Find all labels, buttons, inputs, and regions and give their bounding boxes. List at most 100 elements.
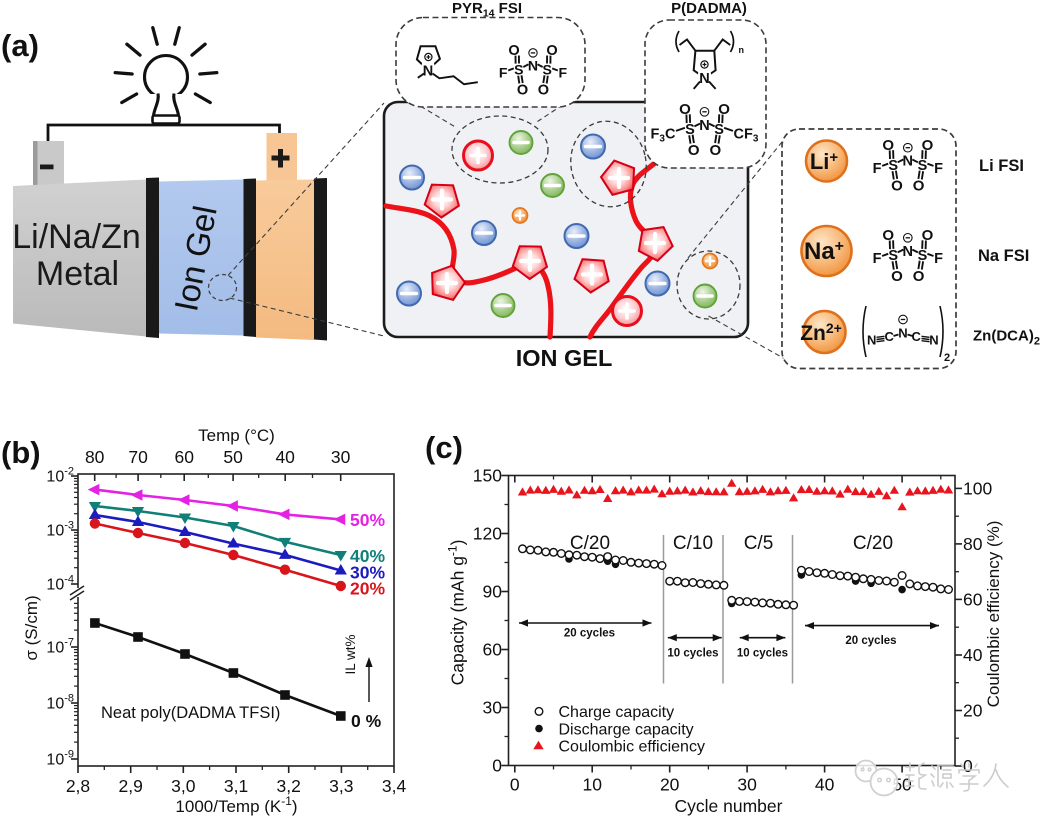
svg-text:F3C: F3C — [651, 126, 676, 144]
svg-text:Cycle number: Cycle number — [675, 796, 783, 816]
svg-text:Temp (°C): Temp (°C) — [198, 426, 275, 445]
svg-text:O: O — [922, 137, 934, 154]
svg-text:60: 60 — [174, 447, 194, 467]
svg-text:40: 40 — [815, 775, 835, 795]
svg-text:80: 80 — [963, 534, 983, 554]
svg-text:F: F — [934, 251, 943, 267]
svg-text:3,4: 3,4 — [382, 776, 407, 796]
svg-text:N: N — [699, 71, 709, 87]
svg-text:C/5: C/5 — [744, 533, 774, 554]
svg-text:40: 40 — [963, 645, 983, 665]
svg-text:3,3: 3,3 — [329, 776, 353, 796]
svg-text:2,9: 2,9 — [119, 776, 143, 796]
svg-text:(c): (c) — [425, 430, 463, 465]
svg-text:N: N — [528, 57, 538, 73]
svg-text:O: O — [913, 178, 925, 195]
svg-text:n: n — [739, 45, 745, 55]
svg-text:O: O — [688, 142, 700, 159]
svg-text:Neat poly(DADMA TFSI): Neat poly(DADMA TFSI) — [101, 704, 280, 722]
svg-text:C/20: C/20 — [570, 533, 610, 554]
svg-text:2: 2 — [944, 352, 950, 364]
svg-text:Li+: Li+ — [810, 149, 839, 174]
svg-text:O: O — [508, 43, 519, 59]
svg-text:10-3: 10-3 — [46, 520, 74, 540]
svg-text:10-9: 10-9 — [46, 749, 74, 769]
svg-text:S: S — [514, 61, 523, 77]
svg-text:Zn(DCA)2: Zn(DCA)2 — [973, 328, 1040, 348]
svg-text:Capacity (mAh g-1): Capacity (mAh g-1) — [446, 540, 468, 686]
svg-text:S: S — [888, 248, 898, 264]
svg-text:20 cycles: 20 cycles — [845, 635, 896, 647]
svg-text:O: O — [882, 137, 894, 154]
svg-text:Na FSI: Na FSI — [978, 247, 1029, 265]
svg-text:O: O — [891, 178, 903, 195]
svg-text:P(DADMA): P(DADMA) — [671, 0, 747, 17]
svg-text:10-2: 10-2 — [46, 466, 74, 486]
svg-text:O: O — [891, 268, 903, 285]
svg-text:10 cycles: 10 cycles — [667, 648, 718, 660]
svg-text:C/20: C/20 — [853, 533, 893, 554]
svg-text:50%: 50% — [350, 510, 385, 530]
svg-text:20: 20 — [963, 700, 983, 720]
svg-text:O: O — [546, 43, 557, 59]
svg-text:N: N — [903, 154, 913, 170]
svg-text:30%: 30% — [350, 563, 385, 583]
svg-text:150: 150 — [473, 466, 502, 486]
svg-text:30: 30 — [331, 447, 351, 467]
svg-text:IL wt%: IL wt% — [343, 634, 358, 674]
svg-text:40: 40 — [275, 447, 295, 467]
svg-text:70: 70 — [128, 447, 148, 467]
svg-text:(a): (a) — [1, 28, 39, 63]
svg-text:40%: 40% — [350, 546, 385, 566]
svg-text:Coulombic efficiency: Coulombic efficiency — [559, 739, 705, 756]
svg-text:20: 20 — [660, 775, 680, 795]
svg-text:Metal: Metal — [36, 255, 119, 293]
svg-text:60: 60 — [483, 639, 503, 659]
svg-text:2,8: 2,8 — [66, 776, 90, 796]
svg-text:10-4: 10-4 — [46, 574, 74, 594]
svg-text:N: N — [423, 64, 433, 80]
svg-text:20%: 20% — [350, 579, 385, 599]
svg-text:Discharge capacity: Discharge capacity — [559, 722, 694, 739]
svg-text:F: F — [873, 251, 882, 267]
svg-text:σ (S/cm): σ (S/cm) — [22, 595, 41, 660]
svg-text:Li/Na/Zn: Li/Na/Zn — [12, 218, 141, 256]
svg-text:60: 60 — [963, 589, 983, 609]
svg-text:S: S — [888, 158, 898, 174]
svg-text:PYR14 FSI: PYR14 FSI — [452, 0, 522, 20]
svg-text:Li FSI: Li FSI — [979, 157, 1024, 175]
svg-text:Charge capacity: Charge capacity — [559, 704, 675, 721]
svg-text:O: O — [882, 227, 894, 244]
svg-text:120: 120 — [473, 523, 502, 543]
svg-text:O: O — [538, 83, 549, 99]
svg-text:CF3: CF3 — [734, 126, 759, 144]
svg-text:O: O — [709, 142, 721, 159]
svg-text:0: 0 — [510, 775, 520, 795]
svg-text:O: O — [517, 83, 528, 99]
svg-text:F: F — [499, 65, 508, 81]
svg-text:O: O — [718, 101, 730, 118]
svg-text:O: O — [922, 227, 934, 244]
svg-text:ION GEL: ION GEL — [516, 345, 613, 371]
svg-text:100: 100 — [963, 478, 992, 498]
svg-text:10: 10 — [583, 775, 603, 795]
svg-text:0: 0 — [492, 755, 502, 775]
svg-text:S: S — [542, 61, 551, 77]
svg-text:10-7: 10-7 — [46, 637, 74, 657]
svg-text:F: F — [873, 161, 882, 177]
svg-text:O: O — [913, 268, 925, 285]
svg-text:S: S — [714, 122, 724, 138]
svg-text:C: C — [912, 329, 922, 344]
svg-text:S: S — [918, 158, 928, 174]
svg-text:1000/Temp (K-1): 1000/Temp (K-1) — [175, 794, 297, 816]
svg-text:F: F — [558, 65, 567, 81]
svg-text:0: 0 — [963, 756, 973, 776]
svg-text:N: N — [898, 326, 907, 341]
svg-text:N: N — [929, 333, 938, 348]
svg-text:30: 30 — [737, 775, 757, 795]
svg-text:N: N — [867, 333, 876, 348]
svg-text:C: C — [885, 329, 895, 344]
svg-text:80: 80 — [85, 447, 105, 467]
svg-text:C/10: C/10 — [673, 533, 713, 554]
svg-text:Coulombic efficiency (%): Coulombic efficiency (%) — [984, 521, 1003, 708]
